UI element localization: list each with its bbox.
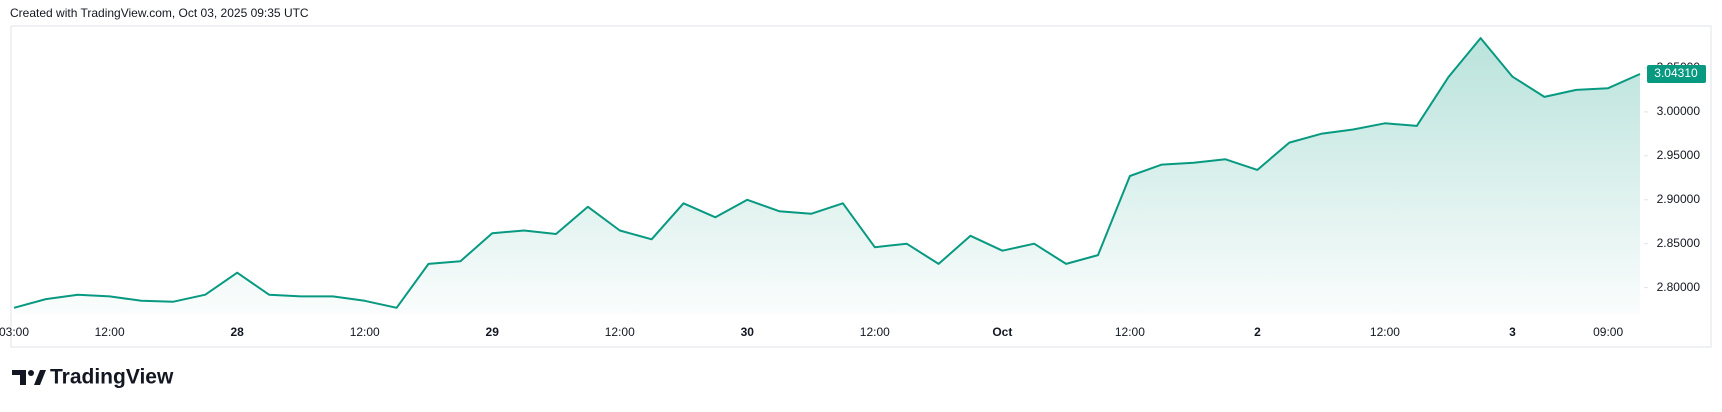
x-tick-label: 29	[486, 325, 500, 339]
x-tick-label: 12:00	[605, 325, 635, 339]
x-tick-label: 28	[230, 325, 244, 339]
x-tick-label: 12:00	[1370, 325, 1400, 339]
x-tick-label: Oct	[992, 325, 1012, 339]
price-line	[13, 37, 1641, 309]
x-tick-label: 3	[1509, 325, 1516, 339]
x-tick-label: 12:00	[1115, 325, 1145, 339]
x-tick-label: 30	[741, 325, 755, 339]
brand: TradingView	[50, 366, 174, 389]
chart-frame	[10, 25, 1712, 348]
last-price-tag	[1647, 65, 1706, 84]
area	[14, 38, 1640, 314]
header-text: Created with TradingView.com, Oct 03, 20…	[10, 6, 309, 20]
logo	[12, 370, 46, 385]
y-tick-label: 3.00000	[1657, 104, 1701, 118]
y-tick-label: 2.80000	[1657, 280, 1701, 294]
y-tick-label: 2.85000	[1657, 236, 1701, 250]
x-tick-label: 12:00	[860, 325, 890, 339]
x-tick-label: 12:00	[350, 325, 380, 339]
last-price-label: 3.04310	[1654, 66, 1698, 80]
x-tick-label: 09:00	[1593, 325, 1623, 339]
y-tick-label: 2.90000	[1657, 192, 1701, 206]
x-tick-label: 12:00	[95, 325, 125, 339]
y-tick-label: 2.95000	[1657, 148, 1701, 162]
x-tick-label: 2	[1254, 325, 1261, 339]
x-tick-label: 03:00	[0, 325, 29, 339]
